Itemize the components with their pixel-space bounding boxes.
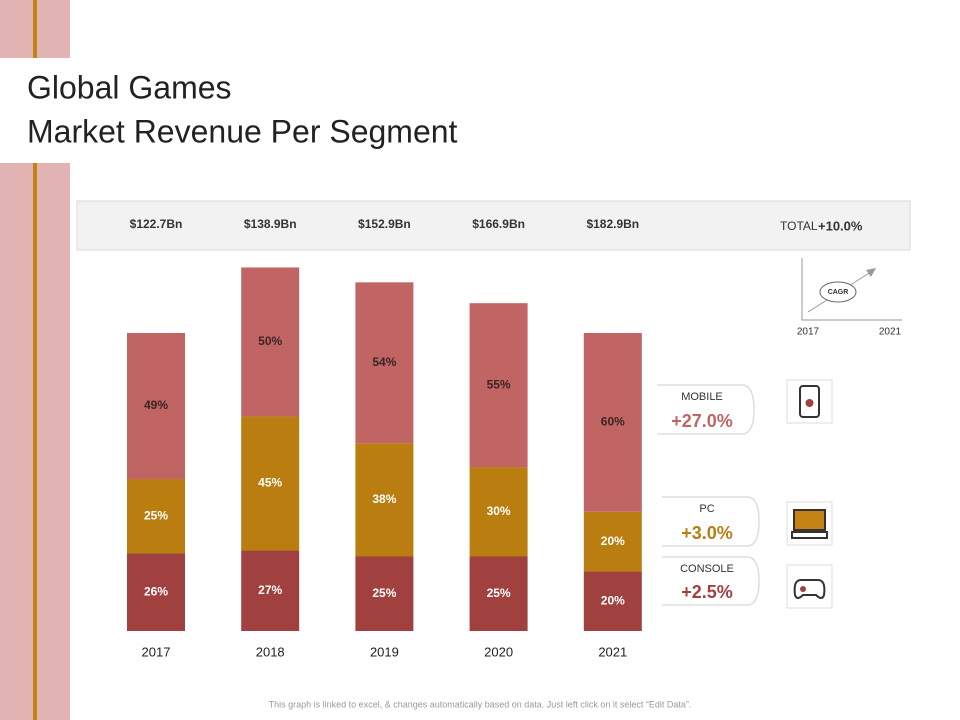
legend-growth: +3.0% bbox=[681, 523, 733, 543]
legend-name: PC bbox=[699, 503, 714, 515]
subtitle: Market Revenue Per Segment bbox=[27, 113, 458, 149]
icon-console-dot bbox=[800, 586, 806, 592]
total-value: $122.7Bn bbox=[130, 217, 183, 231]
cagr-diagram: CAGR 2017 2021 bbox=[797, 258, 902, 338]
cagr-label: CAGR bbox=[828, 289, 849, 296]
bracket bbox=[657, 384, 755, 435]
legend-growth: +27.0% bbox=[671, 411, 733, 431]
bar-segment bbox=[469, 467, 528, 557]
bracket bbox=[662, 496, 760, 547]
total-value: $182.9Bn bbox=[586, 217, 639, 231]
bar-segment bbox=[583, 511, 642, 572]
data-label: 20% bbox=[601, 593, 625, 607]
bracket bbox=[662, 556, 760, 606]
legend-growth: +2.5% bbox=[681, 582, 733, 602]
icon-console-shape bbox=[793, 579, 826, 599]
bar-segment bbox=[355, 282, 414, 444]
cagr-axes bbox=[801, 258, 902, 321]
total-value: $152.9Bn bbox=[358, 217, 411, 231]
icon-mobile-shape bbox=[799, 385, 820, 418]
bar-segment bbox=[583, 571, 642, 631]
icons bbox=[786, 379, 833, 609]
cagr-bubble bbox=[819, 281, 857, 303]
legend-name: MOBILE bbox=[681, 391, 723, 403]
bar-segment bbox=[241, 416, 300, 551]
decor-line bbox=[33, 0, 37, 58]
bar-segment bbox=[355, 556, 414, 631]
data-label: 60% bbox=[601, 415, 625, 429]
bar-segment bbox=[241, 267, 300, 417]
totals-box bbox=[76, 200, 911, 251]
legend-name: CONSOLE bbox=[680, 563, 734, 575]
bar-segment bbox=[469, 303, 528, 468]
data-label: 30% bbox=[487, 504, 511, 518]
data-label: 49% bbox=[144, 398, 168, 412]
bar-segment bbox=[127, 333, 185, 480]
total-value: $138.9Bn bbox=[244, 217, 297, 231]
data-label: 38% bbox=[372, 492, 396, 506]
cagr-start: 2017 bbox=[797, 327, 820, 338]
total-value: $166.9Bn bbox=[472, 217, 525, 231]
decor-line bbox=[33, 163, 37, 720]
cagr-arrowhead bbox=[866, 268, 876, 277]
total-label: TOTAL bbox=[780, 219, 818, 233]
data-label: 27% bbox=[258, 583, 282, 597]
title: Global Games bbox=[27, 69, 232, 105]
bar-segment bbox=[127, 479, 185, 554]
x-tick-label: 2020 bbox=[484, 644, 513, 659]
icon-pc-base bbox=[791, 531, 828, 539]
bar-segment bbox=[241, 550, 300, 631]
data-label: 25% bbox=[487, 586, 511, 600]
x-tick-label: 2018 bbox=[256, 644, 285, 659]
data-label: 25% bbox=[372, 586, 396, 600]
cagr-end: 2021 bbox=[879, 327, 902, 338]
bar-segment bbox=[355, 443, 414, 557]
data-label: 45% bbox=[258, 476, 282, 490]
data-label: 55% bbox=[487, 377, 511, 391]
bar-segment bbox=[469, 556, 528, 631]
data-label: 25% bbox=[144, 508, 168, 522]
x-tick-label: 2021 bbox=[598, 644, 627, 659]
bar-segment bbox=[583, 333, 642, 512]
data-label: 50% bbox=[258, 334, 282, 348]
data-label: 26% bbox=[144, 584, 168, 598]
footnote: This graph is linked to excel, & changes… bbox=[269, 699, 692, 709]
data-label: 20% bbox=[601, 534, 625, 548]
icon-mobile-dot bbox=[805, 399, 814, 407]
total-growth: +10.0% bbox=[818, 218, 863, 233]
data-label: 54% bbox=[372, 355, 396, 369]
x-tick-label: 2019 bbox=[370, 644, 399, 659]
x-tick-label: 2017 bbox=[142, 644, 171, 659]
bar-segment bbox=[127, 553, 185, 631]
icon-pc-shape bbox=[793, 509, 826, 531]
